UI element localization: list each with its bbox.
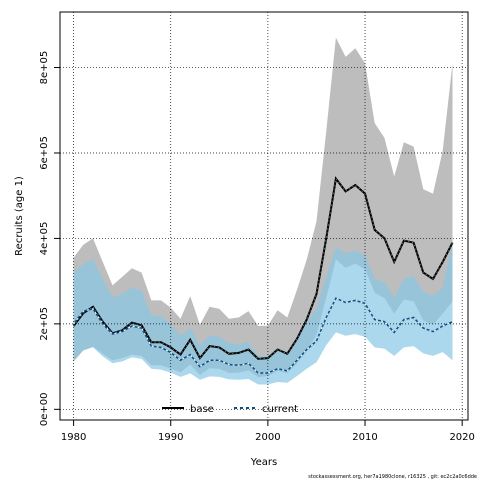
series-line-base-dash <box>73 177 453 360</box>
x-tick-label: 1990 <box>158 432 183 443</box>
x-tick-label: 2010 <box>352 432 377 443</box>
y-tick-label: 2e+05 <box>39 307 50 341</box>
x-tick-label: 2000 <box>255 432 280 443</box>
y-tick-label: 4e+05 <box>39 222 50 256</box>
footer-note: stockassessment.org, her7a1980clone, r16… <box>308 474 477 480</box>
x-axis: 1980 1990 2000 2010 2020 <box>61 420 475 443</box>
confidence-band-current <box>73 242 453 385</box>
series-line-current-dash <box>73 297 453 374</box>
x-tick-label: 2020 <box>449 432 474 443</box>
legend: base current <box>162 404 298 415</box>
legend-label-base: base <box>190 404 214 415</box>
y-tick-label: 8e+05 <box>39 51 50 85</box>
x-axis-title: Years <box>250 457 277 468</box>
series-lines <box>72 176 454 374</box>
y-axis-title: Recruits (age 1) <box>14 176 25 256</box>
y-tick-label: 6e+05 <box>39 136 50 170</box>
y-tick-label: 0e+00 <box>39 393 50 427</box>
x-tick-label: 1980 <box>61 432 86 443</box>
plot-frame <box>59 11 469 421</box>
confidence-bands <box>73 37 453 385</box>
y-axis: 0e+00 2e+05 4e+05 6e+05 8e+05 <box>39 51 60 426</box>
legend-label-current: current <box>262 404 298 415</box>
confidence-band-base <box>73 37 453 378</box>
